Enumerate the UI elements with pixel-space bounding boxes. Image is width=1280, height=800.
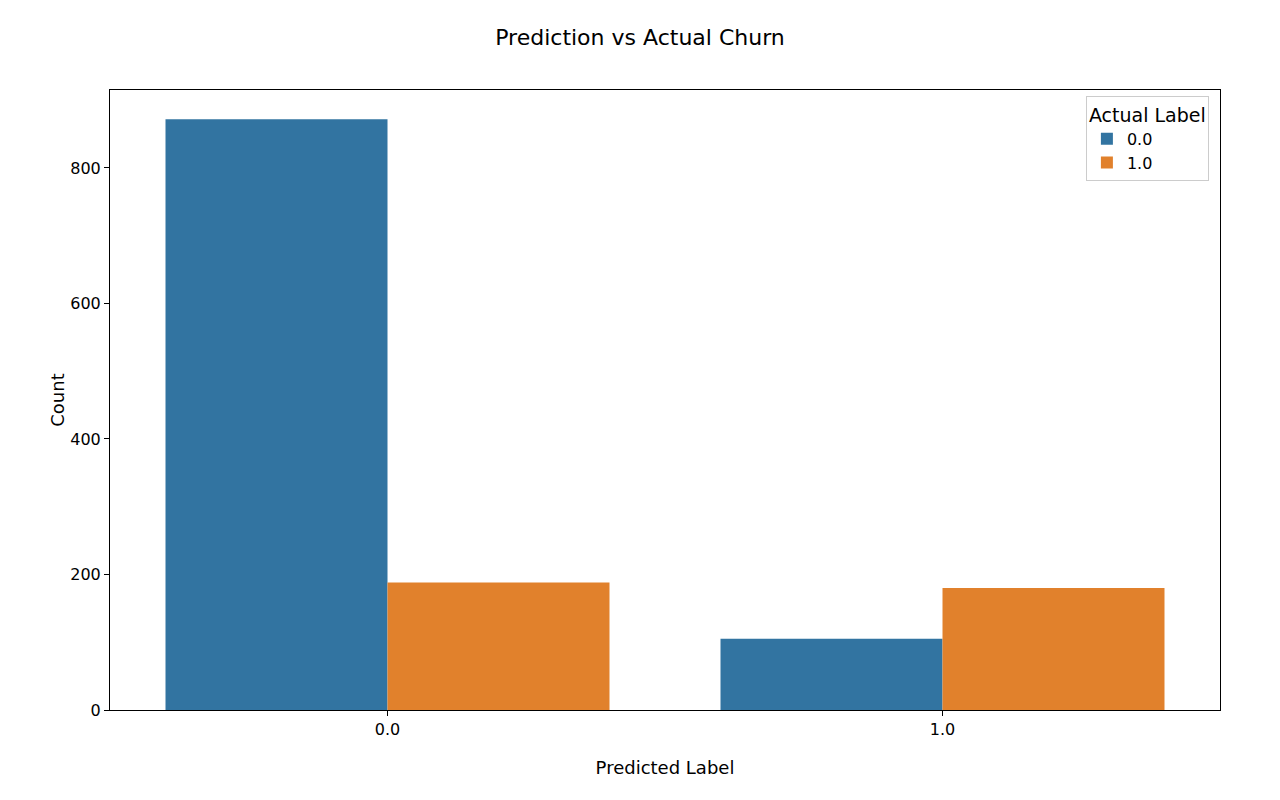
svg-text:200: 200 <box>70 565 101 584</box>
svg-text:0.0: 0.0 <box>375 720 400 739</box>
svg-text:400: 400 <box>70 430 101 449</box>
svg-text:0: 0 <box>91 701 101 720</box>
svg-text:800: 800 <box>70 159 101 178</box>
svg-text:600: 600 <box>70 294 101 313</box>
svg-text:Actual Label: Actual Label <box>1089 104 1206 126</box>
svg-text:Prediction vs Actual Churn: Prediction vs Actual Churn <box>495 25 785 50</box>
svg-text:1.0: 1.0 <box>1127 154 1152 173</box>
svg-text:1.0: 1.0 <box>930 720 955 739</box>
svg-text:0.0: 0.0 <box>1127 130 1152 149</box>
svg-text:Count: Count <box>47 373 68 426</box>
svg-text:Predicted Label: Predicted Label <box>596 757 735 778</box>
